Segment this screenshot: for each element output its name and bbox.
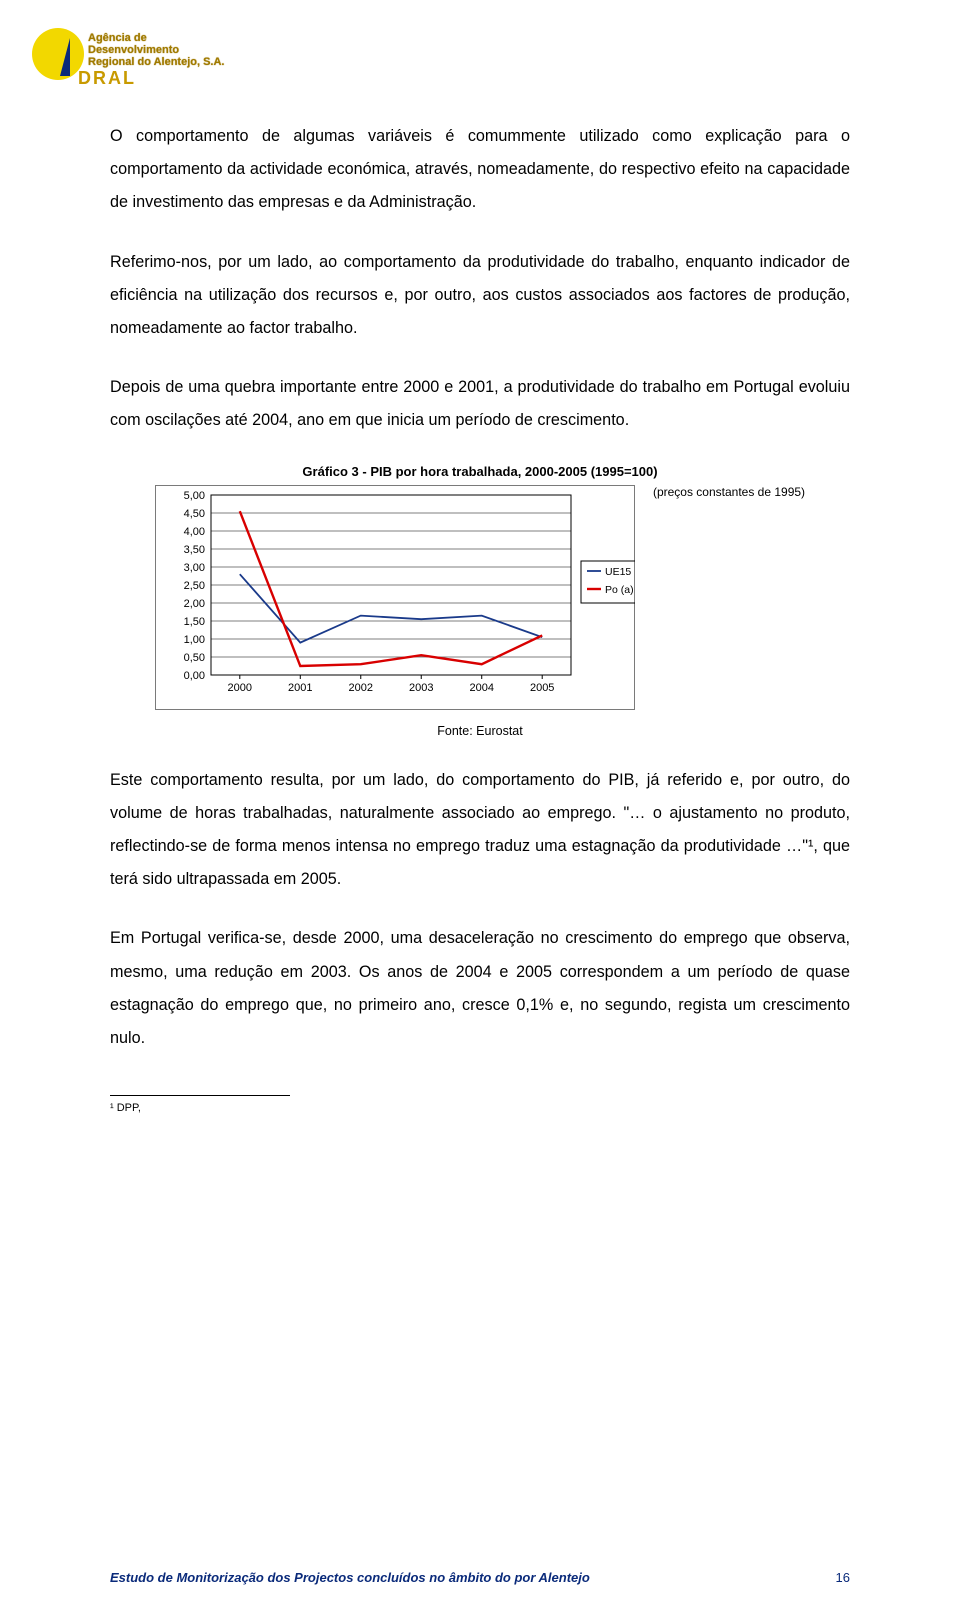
main-content: O comportamento de algumas variáveis é c… — [110, 120, 850, 1114]
footnote-rule — [110, 1095, 290, 1096]
chart-pib: 0,00 0,50 1,00 1,50 2,00 2,50 3,00 3,50 4,00 4,50… — [155, 485, 635, 710]
paragraph-5: Em Portugal verifica-se, desde 2000, uma… — [110, 922, 850, 1055]
svg-text:5,00: 5,00 — [184, 490, 205, 502]
chart-price-note: (preços constantes de 1995) — [653, 485, 805, 499]
logo: Agência de Desenvolvimento Regional do A… — [32, 28, 232, 98]
svg-text:0,50: 0,50 — [184, 652, 205, 664]
svg-text:2004: 2004 — [469, 682, 493, 694]
svg-text:3,00: 3,00 — [184, 562, 205, 574]
logo-line1: Agência de Desenvolvimento — [88, 32, 179, 56]
paragraph-1: O comportamento de algumas variáveis é c… — [110, 120, 850, 220]
logo-triangle-icon — [60, 38, 70, 76]
footer-title: Estudo de Monitorização dos Projectos co… — [110, 1570, 590, 1585]
svg-text:Po (a): Po (a) — [605, 584, 634, 596]
logo-agency-text: Agência de Desenvolvimento Regional do A… — [88, 32, 232, 68]
logo-sun-icon — [32, 28, 84, 80]
paragraph-3: Depois de uma quebra importante entre 20… — [110, 371, 850, 437]
svg-text:1,00: 1,00 — [184, 634, 205, 646]
svg-text:2,00: 2,00 — [184, 598, 205, 610]
svg-text:2,50: 2,50 — [184, 580, 205, 592]
svg-text:2000: 2000 — [228, 682, 252, 694]
page-footer: Estudo de Monitorização dos Projectos co… — [110, 1570, 850, 1585]
svg-text:4,00: 4,00 — [184, 526, 205, 538]
svg-text:1,50: 1,50 — [184, 616, 205, 628]
logo-brand: DRAL — [78, 68, 136, 89]
svg-text:2002: 2002 — [348, 682, 372, 694]
logo-line2: Regional do Alentejo, S.A. — [88, 56, 225, 68]
svg-text:2005: 2005 — [530, 682, 554, 694]
footnote-1: ¹ DPP, — [110, 1102, 850, 1114]
svg-text:3,50: 3,50 — [184, 544, 205, 556]
svg-text:UE15: UE15 — [605, 566, 631, 578]
footer-page-number: 16 — [836, 1570, 850, 1585]
svg-text:2001: 2001 — [288, 682, 312, 694]
paragraph-2: Referimo-nos, por um lado, ao comportame… — [110, 246, 850, 346]
chart-row: 0,00 0,50 1,00 1,50 2,00 2,50 3,00 3,50 4,00 4,50… — [110, 485, 850, 710]
chart-source: Fonte: Eurostat — [110, 724, 850, 738]
chart-title: Gráfico 3 - PIB por hora trabalhada, 200… — [110, 464, 850, 479]
svg-text:0,00: 0,00 — [184, 670, 205, 682]
chart-svg: 0,00 0,50 1,00 1,50 2,00 2,50 3,00 3,50 4,00 4,50… — [155, 485, 635, 710]
svg-text:4,50: 4,50 — [184, 508, 205, 520]
svg-text:2003: 2003 — [409, 682, 433, 694]
paragraph-4: Este comportamento resulta, por um lado,… — [110, 764, 850, 897]
